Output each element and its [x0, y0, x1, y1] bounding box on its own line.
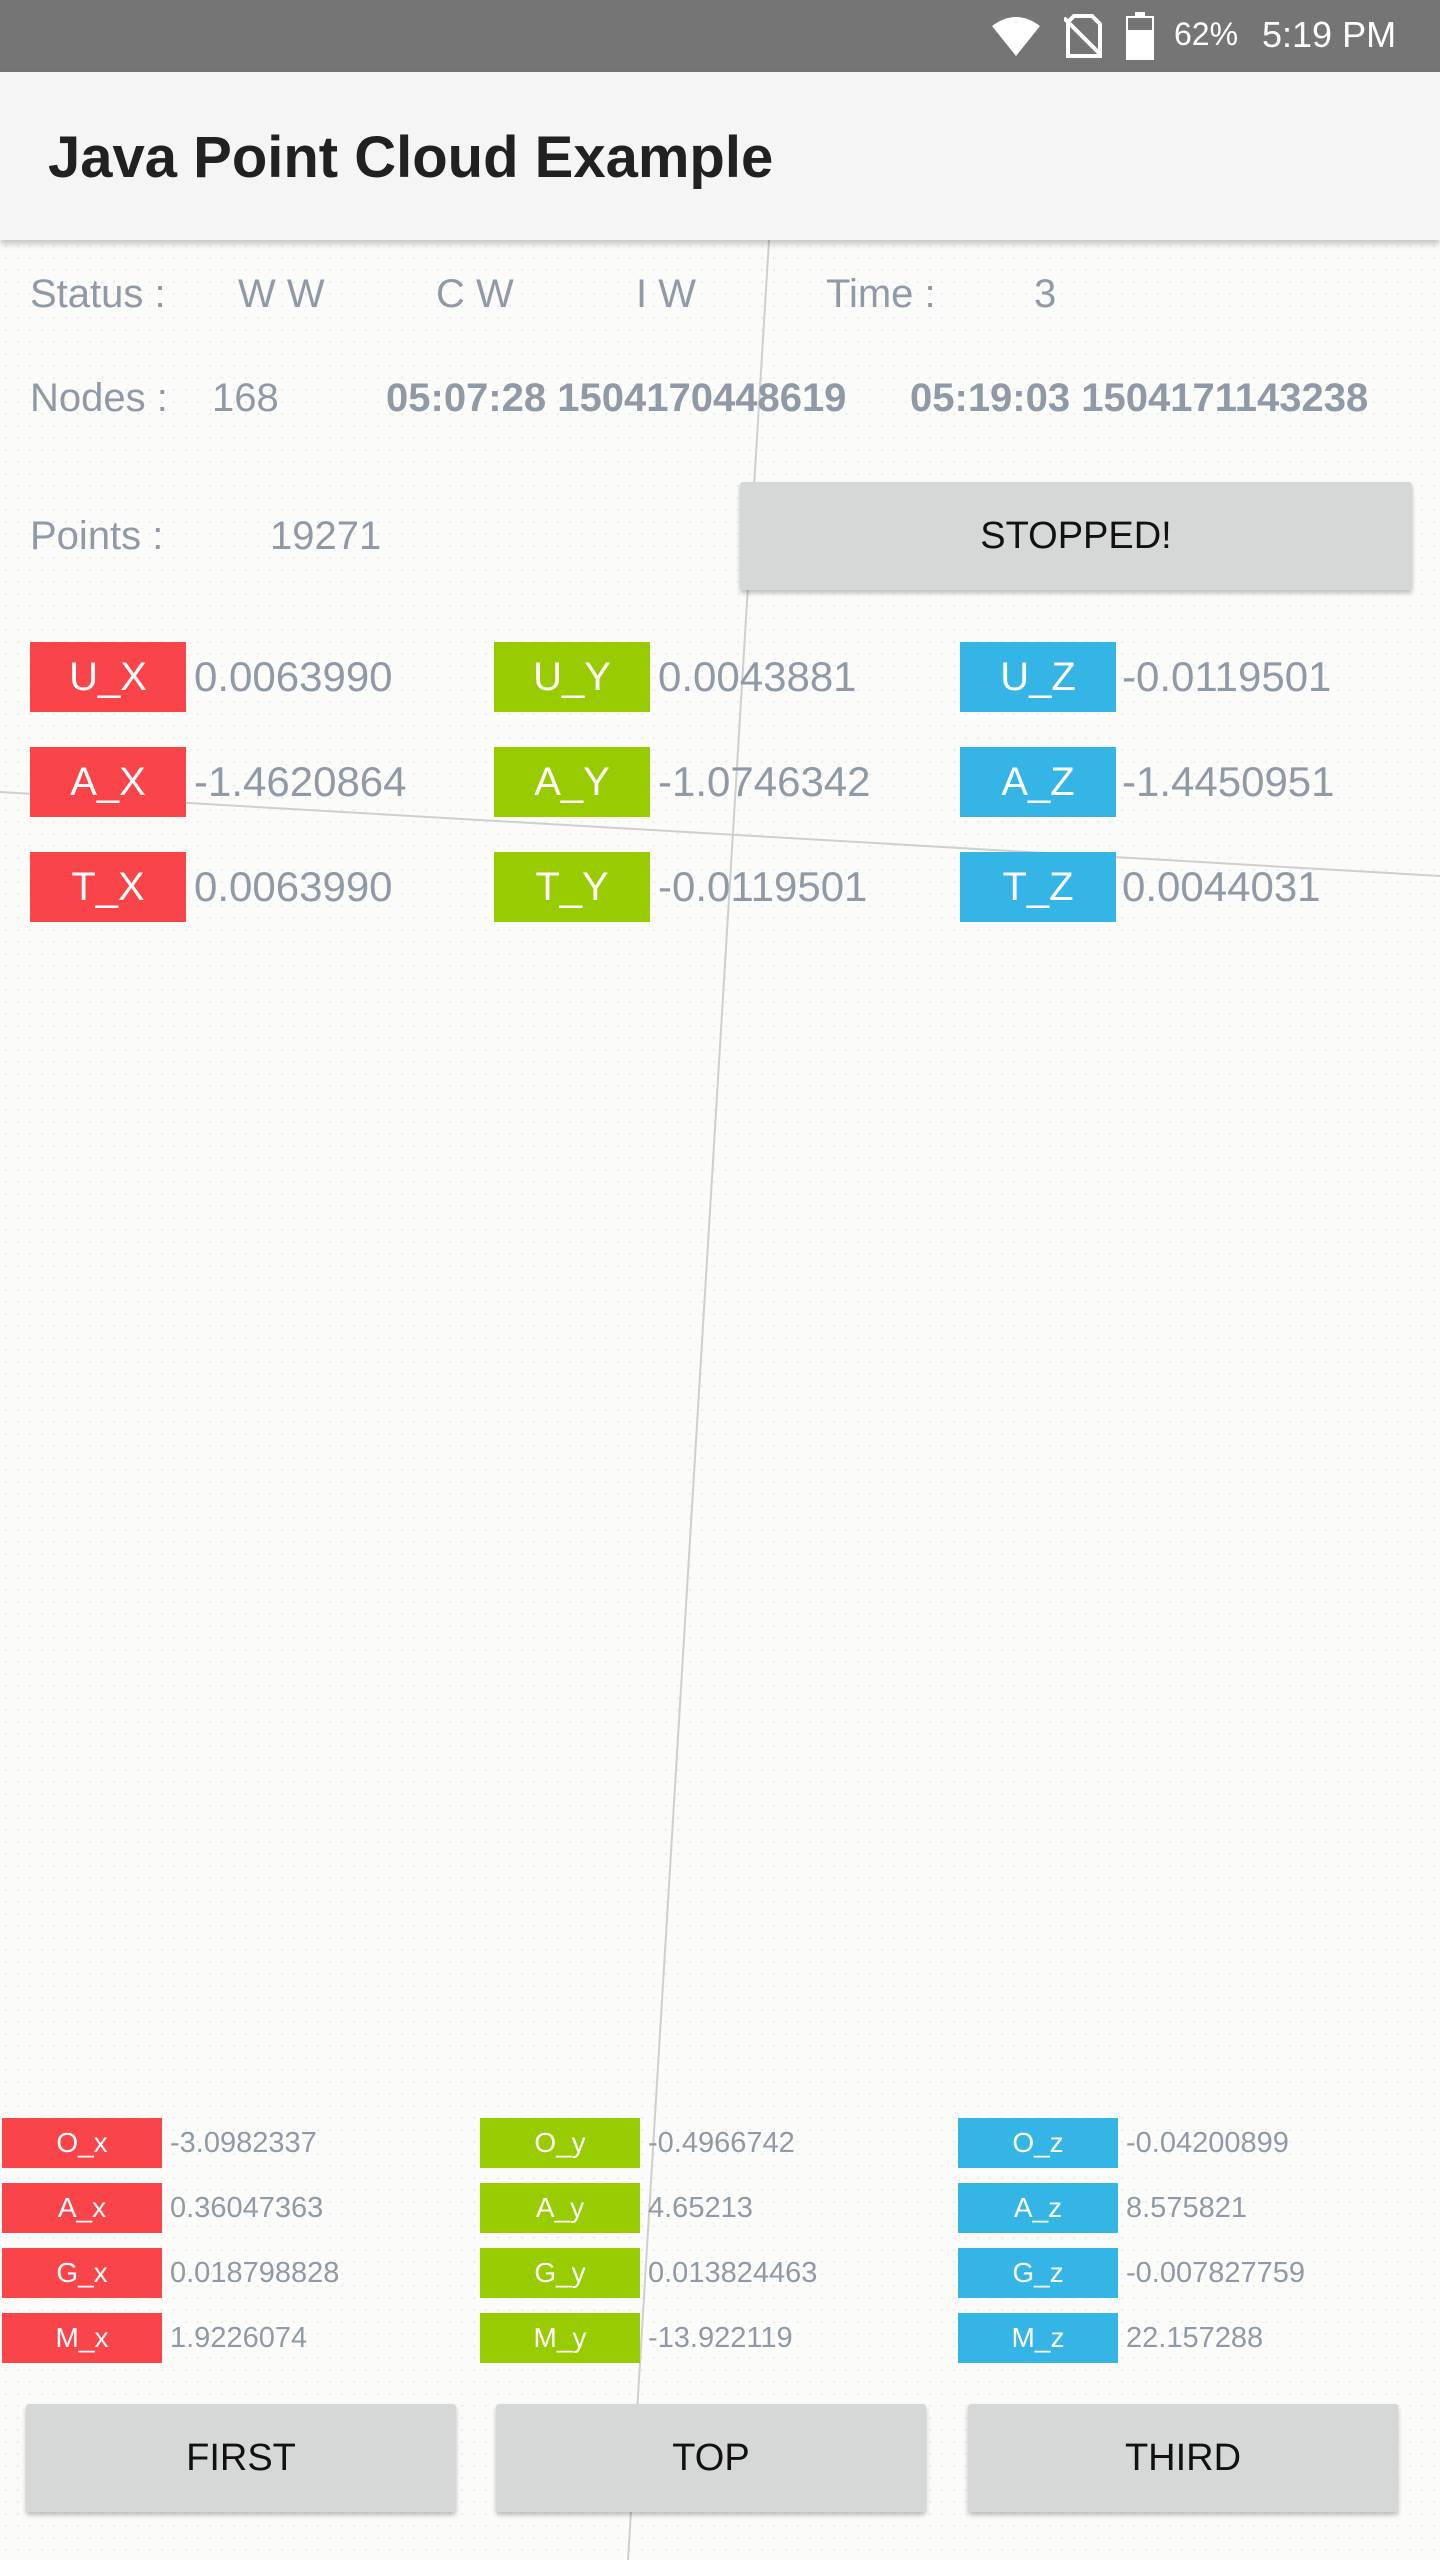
clock: 5:19 PM: [1262, 14, 1397, 55]
top-view-button[interactable]: TOP: [496, 2404, 926, 2512]
points-value: 19271: [270, 514, 382, 558]
time-label: Time :: [826, 272, 936, 316]
g-x-chip: G_x: [2, 2248, 162, 2298]
u-y-chip: U_Y: [494, 642, 650, 712]
g-z-chip: G_z: [958, 2248, 1118, 2298]
timestamp-start: 05:07:28 1504170448619: [386, 376, 847, 420]
u-x-chip: U_X: [30, 642, 186, 712]
m-x-chip: M_x: [2, 2313, 162, 2363]
a-y-chip: A_Y: [494, 747, 650, 817]
time-value: 3: [1034, 272, 1057, 316]
battery-percent: 62%: [1174, 16, 1239, 52]
o-y-chip: O_y: [480, 2118, 640, 2168]
status-iw: I W: [636, 272, 696, 316]
first-person-button[interactable]: FIRST: [26, 2404, 456, 2512]
u-z-value: -0.0119501: [1122, 653, 1332, 700]
t-x-value: 0.0063990: [194, 863, 393, 910]
g-y-chip: G_y: [480, 2248, 640, 2298]
acc-z-value: 8.575821: [1126, 2192, 1247, 2224]
m-y-value: -13.922119: [648, 2322, 793, 2354]
u-x-value: 0.0063990: [194, 653, 393, 700]
u-z-chip: U_Z: [960, 642, 1116, 712]
g-x-value: 0.018798828: [170, 2257, 340, 2289]
a-x-value: -1.4620864: [194, 758, 407, 805]
t-z-value: 0.0044031: [1122, 863, 1321, 910]
m-x-value: 1.9226074: [170, 2322, 308, 2354]
status-bar: 62% 5:19 PM: [0, 0, 1440, 72]
nodes-label: Nodes :: [30, 376, 168, 420]
acc-y-value: 4.65213: [648, 2192, 753, 2224]
third-person-button[interactable]: THIRD: [968, 2404, 1398, 2512]
o-z-chip: O_z: [958, 2118, 1118, 2168]
a-z-value: -1.4450951: [1122, 758, 1335, 805]
a-y-value: -1.0746342: [658, 758, 871, 805]
points-label: Points :: [30, 514, 164, 558]
app-bar: Java Point Cloud Example: [0, 72, 1440, 240]
no-sim-icon: [1064, 14, 1102, 58]
acc-z-chip: A_z: [958, 2183, 1118, 2233]
t-z-chip: T_Z: [960, 852, 1116, 922]
o-x-chip: O_x: [2, 2118, 162, 2168]
battery-icon: [1126, 12, 1154, 60]
o-z-value: -0.04200899: [1126, 2127, 1289, 2159]
stopped-button[interactable]: STOPPED!: [740, 482, 1412, 590]
acc-y-chip: A_y: [480, 2183, 640, 2233]
g-z-value: -0.007827759: [1126, 2257, 1305, 2289]
m-y-chip: M_y: [480, 2313, 640, 2363]
t-y-value: -0.0119501: [658, 863, 868, 910]
t-y-chip: T_Y: [494, 852, 650, 922]
timestamp-end: 05:19:03 1504171143238: [910, 376, 1369, 420]
o-y-value: -0.4966742: [648, 2127, 795, 2159]
m-z-chip: M_z: [958, 2313, 1118, 2363]
g-y-value: 0.013824463: [648, 2257, 818, 2289]
m-z-value: 22.157288: [1126, 2322, 1264, 2354]
a-x-chip: A_X: [30, 747, 186, 817]
point-cloud-view[interactable]: [0, 240, 1440, 2560]
u-y-value: 0.0043881: [658, 653, 857, 700]
app-title: Java Point Cloud Example: [48, 125, 774, 190]
status-ww: W W: [238, 272, 325, 316]
nodes-value: 168: [212, 376, 279, 420]
status-label: Status :: [30, 272, 166, 316]
point-cloud-axes: [0, 240, 1440, 2560]
wifi-icon: [992, 17, 1040, 56]
a-z-chip: A_Z: [960, 747, 1116, 817]
o-x-value: -3.0982337: [170, 2127, 317, 2159]
status-cw: C W: [436, 272, 514, 316]
t-x-chip: T_X: [30, 852, 186, 922]
acc-x-value: 0.36047363: [170, 2192, 324, 2224]
acc-x-chip: A_x: [2, 2183, 162, 2233]
